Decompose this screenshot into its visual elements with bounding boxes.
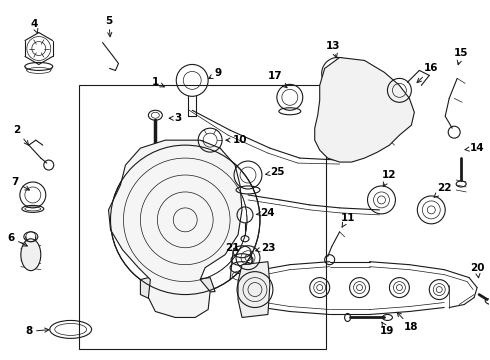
Text: 9: 9 [209, 68, 221, 78]
Text: 4: 4 [30, 19, 38, 33]
Text: 13: 13 [325, 41, 340, 58]
Text: 19: 19 [380, 322, 394, 336]
Text: 8: 8 [25, 327, 49, 336]
Bar [78, 85, 326, 349]
Text: 18: 18 [397, 312, 418, 332]
Text: 10: 10 [226, 135, 247, 145]
Text: 21: 21 [225, 243, 239, 253]
Polygon shape [141, 275, 175, 302]
Ellipse shape [21, 239, 41, 271]
Polygon shape [135, 148, 165, 172]
Text: 3: 3 [169, 113, 182, 123]
Text: 20: 20 [470, 263, 484, 278]
Text: 6: 6 [7, 233, 27, 246]
Polygon shape [315, 58, 415, 162]
Text: 1: 1 [152, 77, 164, 87]
Text: 14: 14 [465, 143, 485, 153]
Text: 2: 2 [13, 125, 28, 145]
Polygon shape [238, 262, 270, 318]
Text: 16: 16 [417, 63, 439, 83]
Text: 22: 22 [434, 183, 451, 197]
Polygon shape [200, 145, 228, 168]
Text: 12: 12 [382, 170, 397, 186]
Text: 24: 24 [256, 208, 275, 218]
Text: 17: 17 [268, 71, 287, 88]
Polygon shape [175, 278, 215, 294]
Polygon shape [116, 190, 141, 228]
Polygon shape [108, 140, 242, 318]
Text: 7: 7 [11, 177, 29, 190]
Text: 23: 23 [256, 243, 275, 253]
Text: 11: 11 [341, 213, 355, 227]
Text: 15: 15 [454, 49, 468, 65]
Text: 5: 5 [105, 15, 112, 37]
Text: 25: 25 [266, 167, 285, 177]
